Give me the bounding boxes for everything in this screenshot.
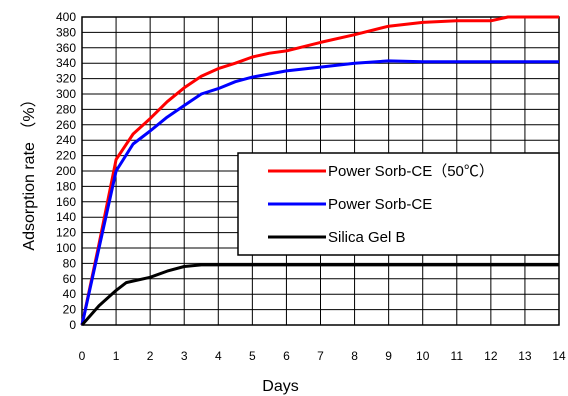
x-axis-label: Days bbox=[262, 378, 298, 395]
y-tick-label: 400 bbox=[56, 10, 76, 24]
legend-label-2: Power Sorb-CE bbox=[328, 196, 432, 213]
y-tick-label: 360 bbox=[56, 41, 76, 55]
series-line-1 bbox=[80, 15, 559, 326]
x-tick-label: 2 bbox=[147, 349, 154, 363]
y-tick-label: 80 bbox=[63, 256, 77, 270]
x-tick-label: 10 bbox=[416, 349, 430, 363]
x-tick-label: 13 bbox=[518, 349, 532, 363]
y-tick-label: 380 bbox=[56, 25, 76, 39]
y-tick-label: 100 bbox=[56, 241, 76, 255]
x-tick-label: 6 bbox=[283, 349, 290, 363]
x-tick-label: 12 bbox=[484, 349, 498, 363]
y-tick-labels: 0204060801001201401601802002202402602803… bbox=[56, 10, 76, 332]
y-tick-label: 200 bbox=[56, 164, 76, 178]
series-lines bbox=[80, 15, 559, 326]
grid-lines bbox=[81, 16, 560, 326]
x-tick-label: 1 bbox=[113, 349, 120, 363]
series-line-3 bbox=[80, 263, 559, 326]
x-tick-label: 3 bbox=[181, 349, 188, 363]
y-tick-label: 260 bbox=[56, 118, 76, 132]
x-tick-label: 14 bbox=[552, 349, 566, 363]
x-tick-label: 0 bbox=[79, 349, 86, 363]
x-tick-label: 5 bbox=[249, 349, 256, 363]
series-line-2 bbox=[80, 59, 559, 326]
y-axis-label: Adsorption rate （%） bbox=[20, 91, 38, 250]
x-tick-label: 7 bbox=[317, 349, 324, 363]
x-tick-label: 4 bbox=[215, 349, 222, 363]
y-tick-label: 220 bbox=[56, 149, 76, 163]
x-tick-label: 11 bbox=[451, 349, 464, 363]
y-tick-label: 20 bbox=[63, 303, 77, 317]
y-tick-label: 140 bbox=[56, 210, 76, 224]
x-tick-labels: 0 1 2 3 4 5 6 7 8 9 10 11 12 13 14 bbox=[79, 349, 566, 363]
y-tick-label: 40 bbox=[63, 287, 77, 301]
legend-label-3: Silica Gel B bbox=[328, 229, 406, 246]
x-tick-label: 8 bbox=[351, 349, 358, 363]
x-tick-label: 9 bbox=[385, 349, 392, 363]
y-tick-label: 300 bbox=[56, 87, 76, 101]
y-tick-label: 240 bbox=[56, 133, 76, 147]
y-tick-label: 60 bbox=[63, 272, 77, 286]
y-tick-label: 160 bbox=[56, 195, 76, 209]
legend-label-1: Power Sorb-CE（50℃） bbox=[328, 163, 494, 180]
y-tick-label: 0 bbox=[69, 318, 76, 332]
y-tick-label: 120 bbox=[56, 226, 76, 240]
y-tick-label: 180 bbox=[56, 179, 76, 193]
legend: Power Sorb-CE（50℃） Power Sorb-CE Silica Ge… bbox=[237, 152, 560, 256]
y-tick-label: 320 bbox=[56, 72, 76, 86]
y-tick-label: 340 bbox=[56, 56, 76, 70]
y-tick-label: 280 bbox=[56, 102, 76, 116]
